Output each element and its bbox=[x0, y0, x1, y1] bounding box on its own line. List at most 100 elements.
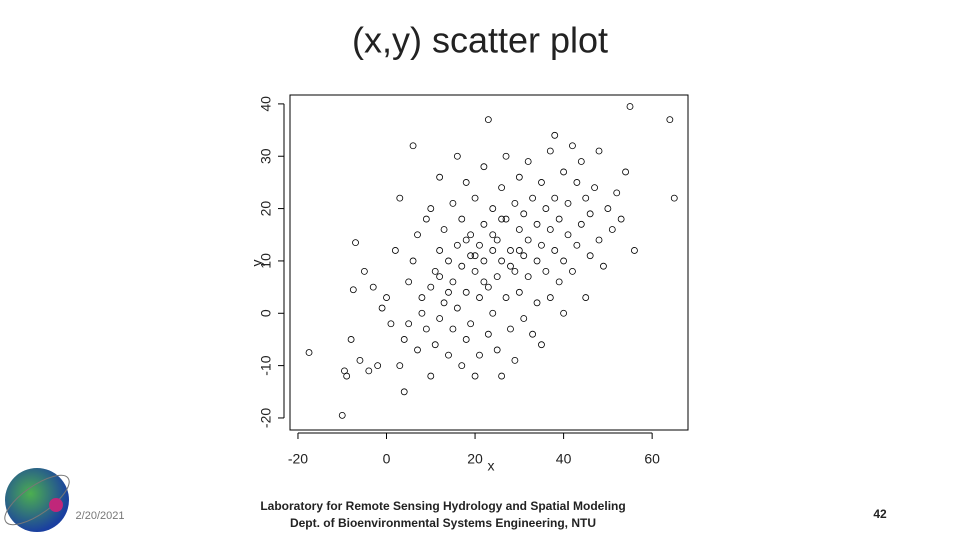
point bbox=[471, 194, 479, 202]
point bbox=[502, 152, 510, 160]
point bbox=[666, 116, 674, 124]
point bbox=[476, 241, 483, 249]
x-axis-label: x bbox=[488, 458, 495, 474]
y-tick-label: -20 bbox=[258, 408, 274, 428]
point bbox=[445, 351, 452, 359]
point bbox=[369, 283, 377, 291]
point bbox=[462, 288, 470, 296]
point bbox=[409, 257, 417, 265]
point bbox=[343, 372, 351, 380]
point bbox=[405, 278, 413, 286]
point bbox=[458, 215, 466, 223]
point bbox=[515, 247, 523, 254]
point bbox=[467, 252, 475, 260]
point bbox=[414, 346, 421, 354]
point bbox=[577, 220, 585, 228]
point bbox=[414, 231, 421, 239]
point bbox=[546, 226, 554, 233]
point bbox=[564, 231, 572, 239]
x-tick-label: -20 bbox=[288, 451, 308, 467]
point bbox=[422, 325, 430, 333]
point bbox=[453, 304, 461, 312]
point bbox=[396, 194, 404, 202]
point bbox=[352, 239, 359, 247]
point bbox=[484, 116, 492, 124]
logo bbox=[4, 468, 70, 532]
point bbox=[378, 304, 386, 312]
point bbox=[445, 288, 452, 296]
point bbox=[515, 226, 523, 233]
point bbox=[383, 294, 390, 301]
point bbox=[604, 205, 612, 212]
point bbox=[511, 199, 519, 207]
plot-box bbox=[289, 94, 689, 431]
point bbox=[449, 278, 457, 286]
point bbox=[471, 267, 479, 275]
point bbox=[551, 194, 559, 202]
point bbox=[489, 247, 497, 254]
point bbox=[400, 388, 408, 396]
point bbox=[409, 142, 417, 150]
point bbox=[520, 252, 528, 260]
point bbox=[489, 231, 497, 239]
point bbox=[480, 220, 488, 228]
point bbox=[573, 179, 581, 186]
y-tick-label: 20 bbox=[258, 201, 274, 217]
point bbox=[608, 226, 616, 233]
point bbox=[418, 294, 426, 301]
point bbox=[502, 294, 510, 301]
y-axis-label: y bbox=[249, 260, 265, 267]
logo-dot bbox=[49, 498, 63, 512]
point bbox=[595, 236, 603, 244]
point bbox=[560, 257, 567, 265]
point bbox=[436, 247, 444, 254]
point bbox=[595, 147, 603, 155]
point bbox=[569, 142, 576, 150]
point bbox=[498, 257, 506, 265]
point bbox=[471, 252, 479, 260]
point bbox=[436, 273, 444, 281]
point bbox=[555, 278, 563, 286]
point bbox=[582, 294, 590, 301]
x-tick-label: 60 bbox=[644, 451, 660, 467]
point bbox=[493, 346, 501, 354]
point bbox=[365, 367, 373, 375]
point bbox=[418, 309, 426, 317]
x-tick-label: 0 bbox=[383, 451, 391, 467]
point bbox=[555, 215, 563, 223]
footer-line: Laboratory for Remote Sensing Hydrology … bbox=[260, 499, 625, 513]
point bbox=[591, 184, 598, 192]
point bbox=[396, 362, 404, 370]
point bbox=[546, 147, 554, 155]
logo-orbit bbox=[4, 474, 70, 526]
point bbox=[533, 257, 541, 265]
page-number: 42 bbox=[873, 507, 887, 521]
point bbox=[391, 247, 399, 254]
chart-title: (x,y) scatter plot bbox=[352, 20, 608, 61]
point bbox=[400, 336, 408, 343]
x-tick-label: 20 bbox=[467, 451, 483, 467]
point bbox=[524, 273, 532, 281]
point bbox=[453, 152, 461, 160]
y-tick-label: 0 bbox=[258, 309, 274, 317]
point bbox=[356, 356, 364, 364]
point bbox=[524, 236, 532, 244]
point bbox=[445, 257, 452, 265]
point bbox=[573, 241, 581, 249]
point bbox=[498, 215, 506, 223]
point bbox=[480, 278, 488, 286]
point bbox=[480, 257, 488, 265]
point bbox=[349, 286, 357, 294]
y-tick-label: -10 bbox=[258, 355, 274, 375]
point bbox=[507, 247, 514, 254]
point bbox=[626, 103, 634, 110]
point bbox=[670, 194, 678, 202]
logo-globe bbox=[5, 468, 69, 532]
y-tick-label: 30 bbox=[258, 148, 274, 164]
point bbox=[515, 173, 523, 181]
point bbox=[546, 294, 554, 301]
point bbox=[529, 330, 537, 338]
point bbox=[480, 163, 488, 171]
point bbox=[560, 168, 567, 176]
x-tick-label: 40 bbox=[556, 451, 572, 467]
